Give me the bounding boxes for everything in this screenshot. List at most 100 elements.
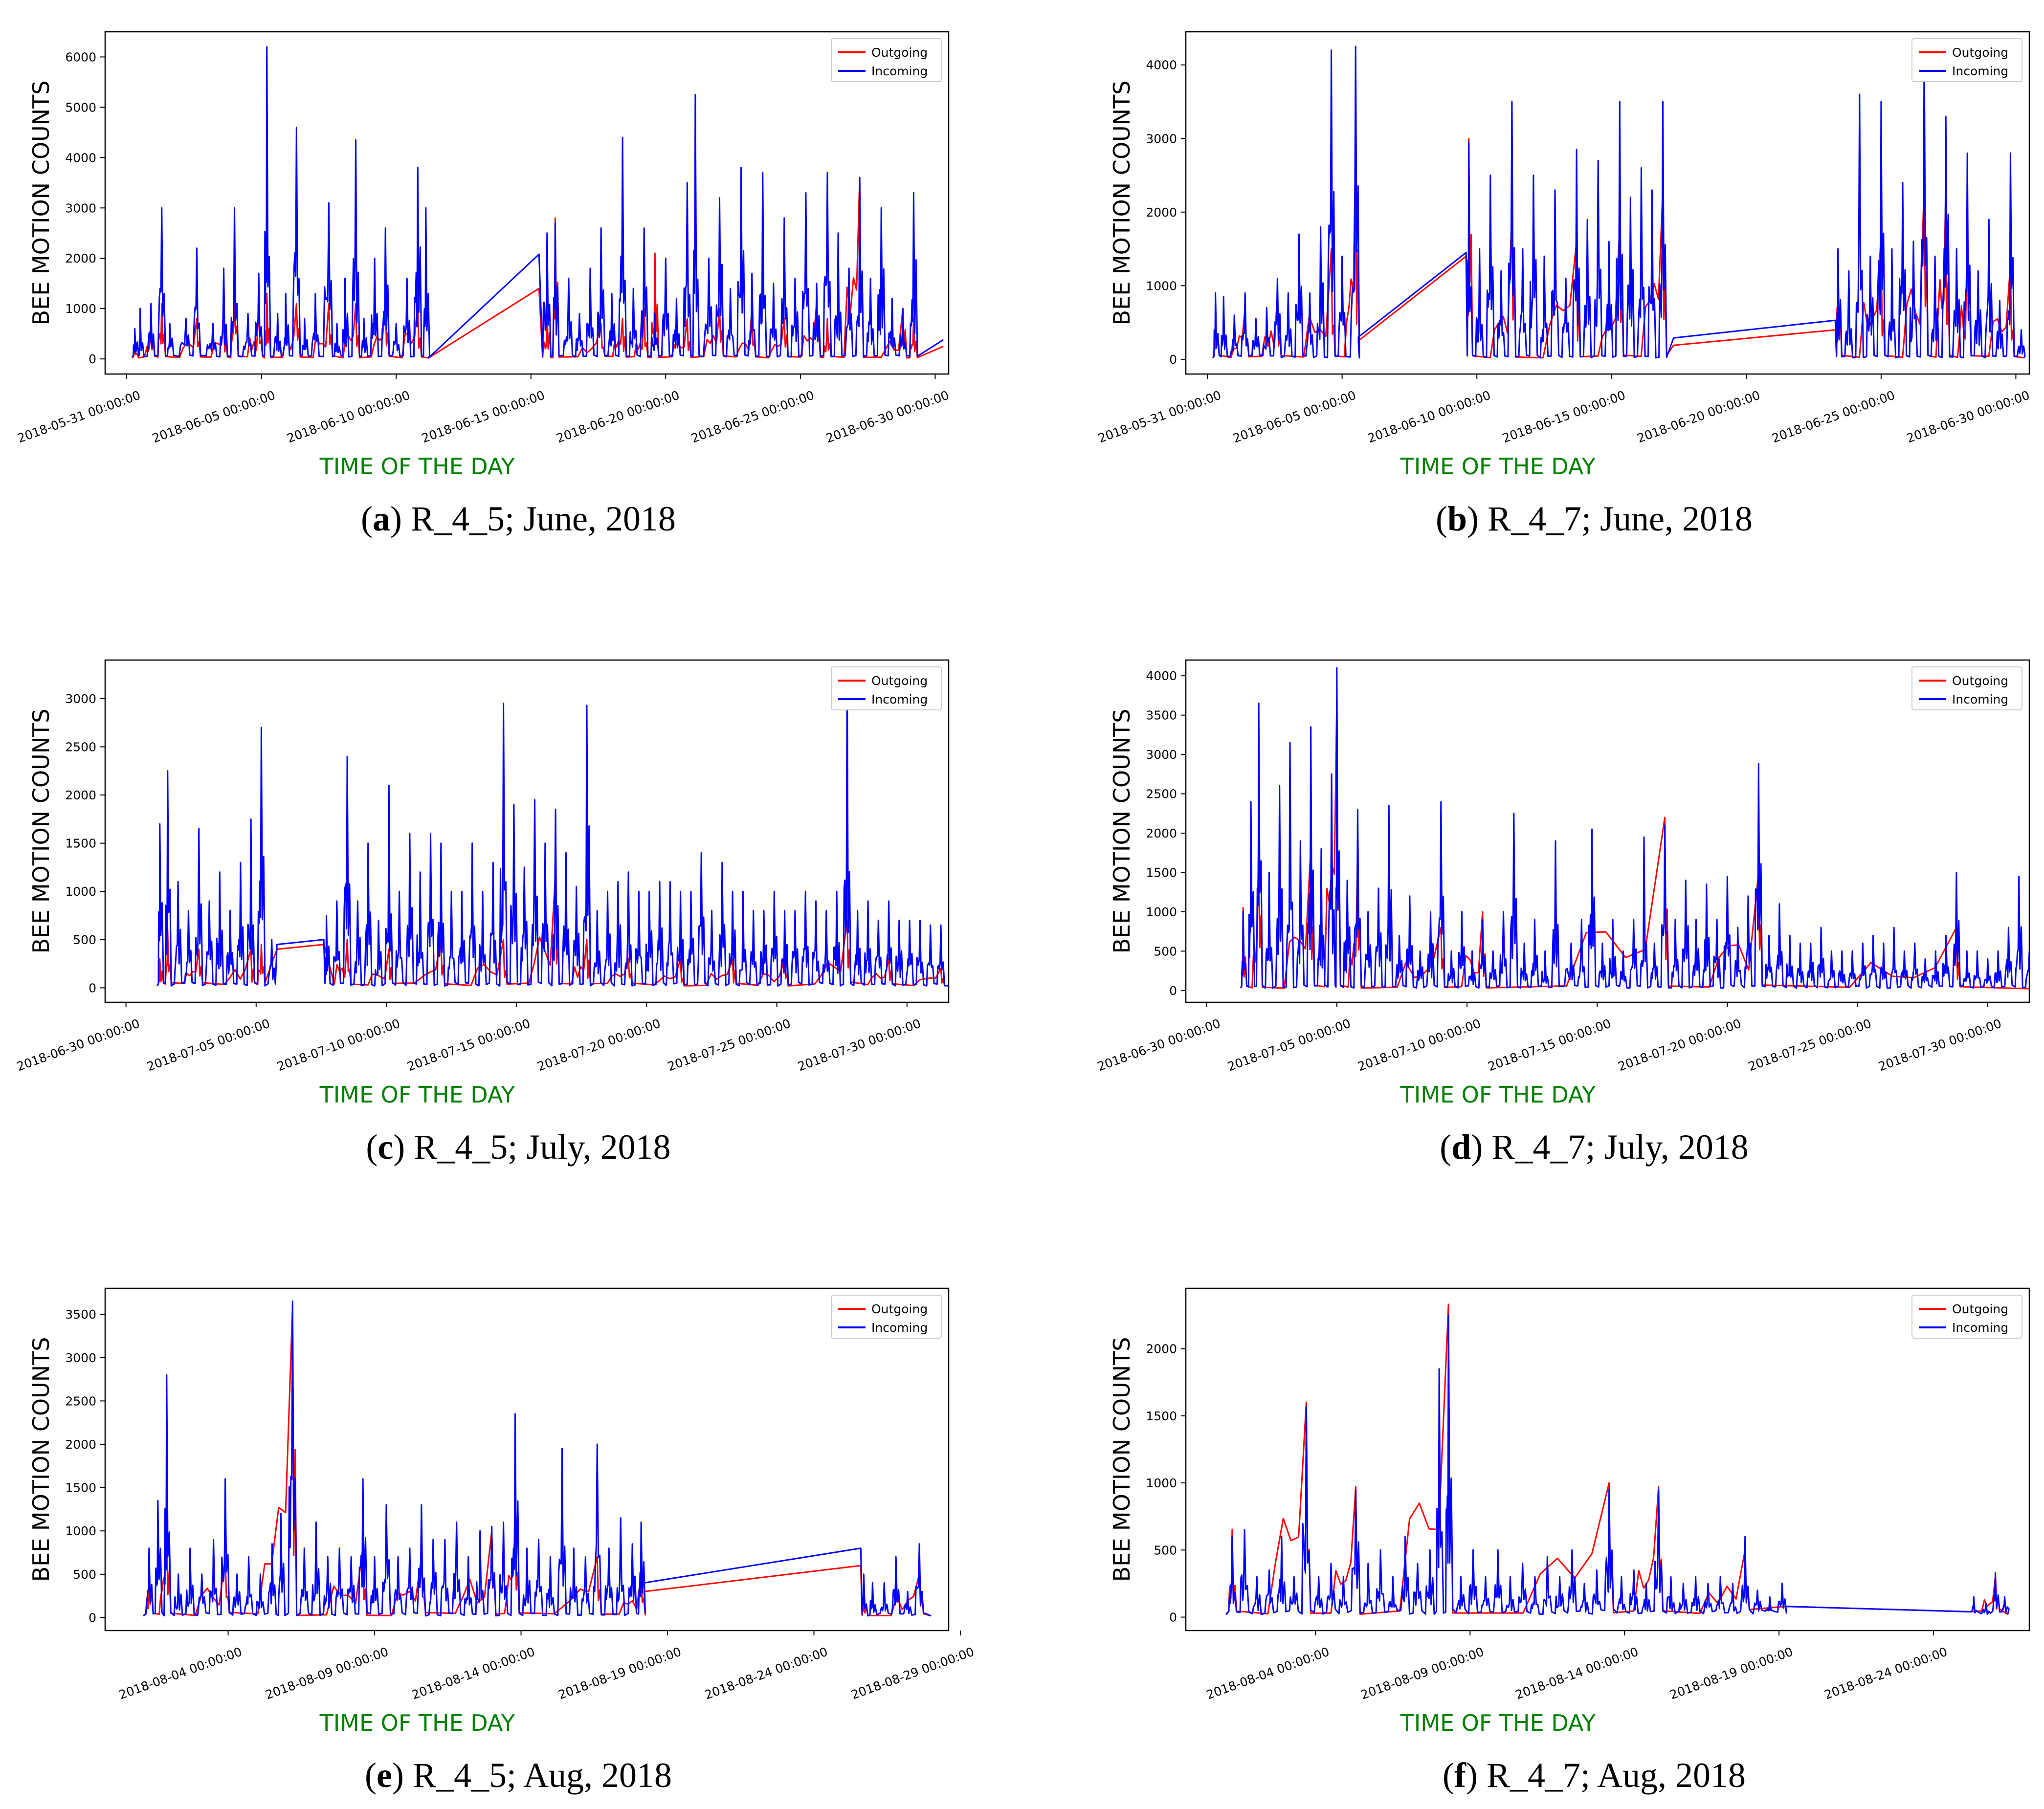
y-tick-label: 0 [89,1610,96,1625]
x-tick-label: 2018-08-09 00:00:00 [264,1644,390,1702]
y-tick-label: 3000 [65,692,96,706]
legend-label-incoming: Incoming [871,1321,928,1335]
y-tick-label: 1000 [65,1524,96,1538]
y-tick-label: 3000 [65,201,96,215]
x-tick-label: 2018-08-24 00:00:00 [703,1644,829,1702]
x-tick-label: 2018-07-05 00:00:00 [1225,1016,1352,1074]
y-tick-label: 3500 [1146,708,1177,723]
y-tick-label: 0 [89,981,96,995]
series-line-incoming [1225,1314,2010,1615]
y-tick-label: 3000 [65,1351,96,1365]
x-axis-label: TIME OF THE DAY [319,1710,515,1736]
x-tick-label: 2018-07-10 00:00:00 [275,1016,402,1074]
y-tick-label: 2500 [65,1394,96,1408]
y-tick-label: 1000 [1146,905,1177,919]
x-tick-label: 2018-06-30 00:00:00 [1905,388,2031,445]
y-tick-label: 1500 [65,837,96,851]
x-tick-label: 2018-07-10 00:00:00 [1356,1016,1483,1074]
y-axis-label: BEE MOTION COUNTS [28,709,54,954]
y-tick-label: 500 [1154,944,1177,958]
legend-label-outgoing: Outgoing [1952,45,2008,60]
y-tick-label: 2000 [65,788,96,802]
x-tick-label: 2018-06-25 00:00:00 [1770,388,1897,445]
caption-f: (f) R_4_7; Aug, 2018 [1442,1756,1746,1795]
x-tick-label: 2018-08-09 00:00:00 [1359,1644,1486,1702]
x-tick-label: 2018-05-31 00:00:00 [16,388,142,445]
y-tick-label: 0 [1169,353,1177,367]
x-tick-label: 2018-06-15 00:00:00 [420,388,546,445]
y-tick-label: 5000 [65,100,96,114]
x-tick-label: 2018-06-05 00:00:00 [1231,388,1357,445]
x-tick-label: 2018-07-20 00:00:00 [535,1016,662,1074]
y-tick-label: 1500 [65,1481,96,1495]
caption-e: (e) R_4_5; Aug, 2018 [365,1756,672,1795]
x-tick-label: 2018-07-30 00:00:00 [796,1016,922,1074]
x-axis-label: TIME OF THE DAY [1400,1710,1596,1736]
chart-panel-d: 0 500 1000 1500 2000 2500 3000 3500 4000 2018-06-… [1095,659,2030,1108]
caption-d: (d) R_4_7; July, 2018 [1440,1127,1749,1167]
chart-panel-c: 0 500 1000 1500 2000 2500 3000 2018-06-30 00:00… [15,659,950,1108]
x-tick-label: 2018-06-20 00:00:00 [1635,388,1762,445]
series-line-incoming [1240,667,2029,989]
caption-c: (c) R_4_5; July, 2018 [366,1127,671,1167]
plot-frame [1185,659,2030,1003]
plot-frame [104,659,950,1003]
x-axis-label: TIME OF THE DAY [1400,1081,1596,1108]
chart-panel-f: 0 500 1000 1500 2000 2018-08-04 00:00:00 2018-… [1109,1287,2030,1736]
x-tick-label: 2018-07-25 00:00:00 [1746,1016,1873,1074]
x-tick-label: 2018-08-19 00:00:00 [556,1644,683,1702]
y-tick-label: 3000 [1146,132,1177,146]
y-tick-label: 2000 [65,1437,96,1452]
legend-label-incoming: Incoming [871,692,928,706]
y-tick-label: 3500 [65,1307,96,1322]
legend-label-outgoing: Outgoing [871,45,928,60]
x-tick-label: 2018-08-19 00:00:00 [1668,1644,1795,1702]
plot-frame [1185,1287,2030,1632]
x-tick-label: 2018-05-31 00:00:00 [1096,388,1223,445]
series-line-outgoing [1225,1303,2008,1615]
y-tick-label: 500 [1154,1543,1177,1557]
caption-a: (a) R_4_5; June, 2018 [361,499,676,538]
y-tick-label: 1000 [1146,279,1177,293]
x-axis-label: TIME OF THE DAY [319,453,515,480]
y-tick-label: 2500 [1146,787,1177,801]
y-tick-label: 1500 [1146,1409,1177,1423]
y-tick-label: 500 [73,933,96,947]
y-tick-label: 6000 [65,50,96,64]
x-tick-label: 2018-08-24 00:00:00 [1822,1644,1949,1702]
y-tick-label: 2500 [65,740,96,754]
x-tick-label: 2018-08-14 00:00:00 [410,1644,536,1702]
legend-label-incoming: Incoming [1952,1321,2008,1335]
x-tick-label: 2018-08-04 00:00:00 [1204,1644,1331,1702]
y-tick-label: 2000 [1146,826,1177,840]
plot-frame [104,31,950,375]
x-tick-label: 2018-08-04 00:00:00 [117,1644,244,1702]
x-tick-label: 2018-08-14 00:00:00 [1513,1644,1640,1702]
legend-label-incoming: Incoming [1952,692,2008,706]
x-tick-label: 2018-07-25 00:00:00 [666,1016,792,1074]
y-tick-label: 1500 [1146,865,1177,880]
legend-label-incoming: Incoming [871,64,928,78]
legend-label-outgoing: Outgoing [871,1302,928,1316]
x-tick-label: 2018-06-30 00:00:00 [15,1016,141,1074]
x-tick-label: 2018-06-25 00:00:00 [689,388,816,445]
y-axis-label: BEE MOTION COUNTS [1109,81,1135,326]
x-tick-label: 2018-06-30 00:00:00 [1095,1016,1222,1074]
legend-label-outgoing: Outgoing [871,674,928,688]
y-tick-label: 2000 [1146,1342,1177,1356]
x-tick-label: 2018-06-10 00:00:00 [1366,388,1492,445]
x-tick-label: 2018-07-05 00:00:00 [145,1016,271,1074]
x-axis-label: TIME OF THE DAY [1400,453,1596,480]
series-line-incoming [132,46,944,359]
chart-panel-a: 0 1000 2000 3000 4000 5000 6000 2018-05-31 00:0… [16,31,951,480]
y-axis-label: BEE MOTION COUNTS [1109,709,1135,954]
x-tick-label: 2018-07-15 00:00:00 [1486,1016,1613,1074]
y-tick-label: 2000 [65,251,96,265]
y-tick-label: 1000 [65,302,96,316]
y-axis-label: BEE MOTION COUNTS [28,81,54,326]
legend-label-outgoing: Outgoing [1952,1302,2008,1316]
y-tick-label: 0 [1169,1610,1177,1625]
y-tick-label: 3000 [1146,748,1177,762]
series-line-outgoing [143,1304,932,1617]
y-tick-label: 0 [89,352,96,366]
